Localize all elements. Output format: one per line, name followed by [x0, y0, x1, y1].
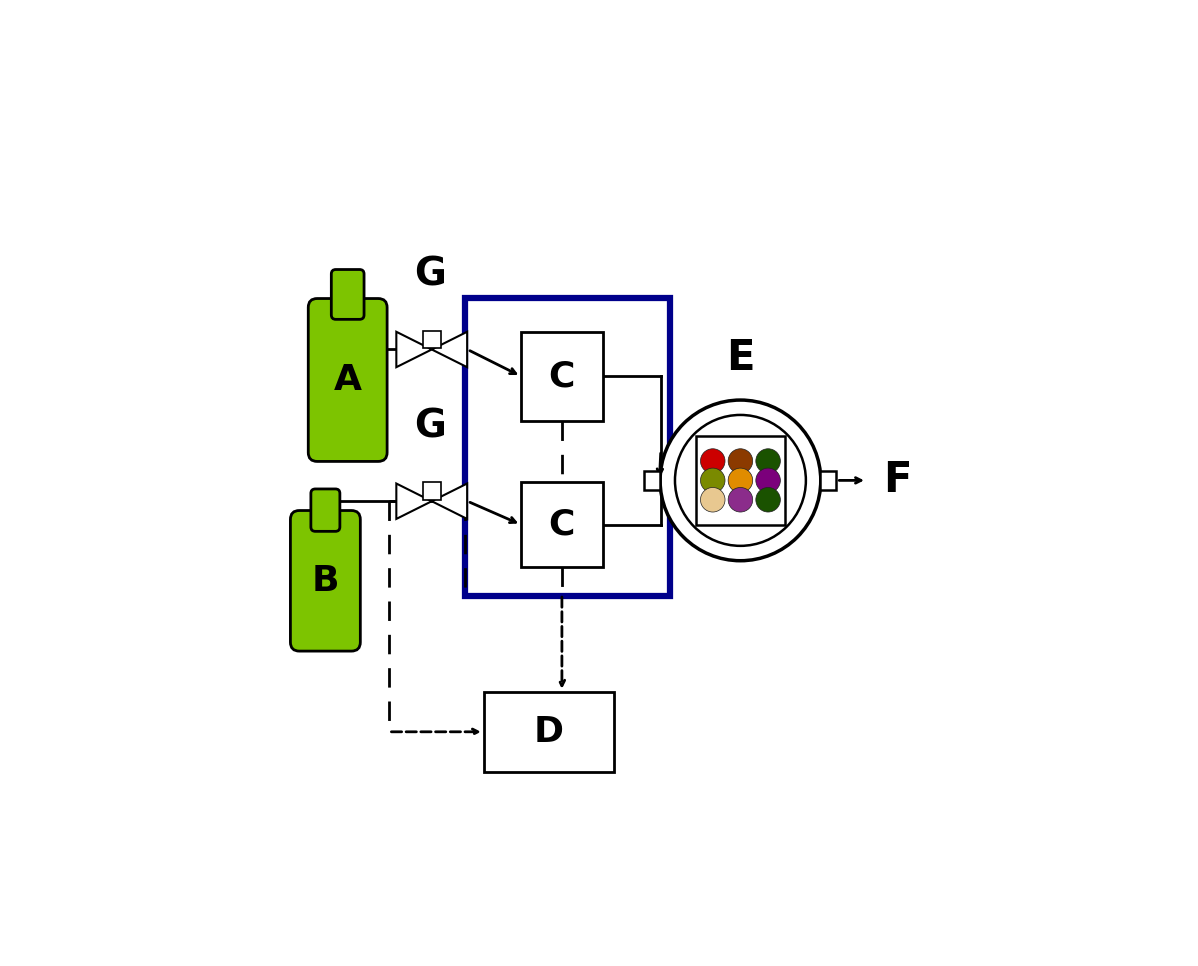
- Circle shape: [701, 449, 725, 473]
- Bar: [521, 331, 603, 421]
- Text: C: C: [549, 359, 575, 393]
- Circle shape: [728, 449, 752, 473]
- Text: B: B: [311, 564, 339, 598]
- Circle shape: [674, 415, 806, 546]
- Bar: [643, 470, 660, 490]
- FancyBboxPatch shape: [332, 270, 364, 320]
- Polygon shape: [431, 331, 467, 367]
- Text: G: G: [415, 256, 446, 294]
- Text: G: G: [415, 408, 446, 445]
- Circle shape: [701, 469, 725, 493]
- Bar: [423, 482, 441, 500]
- FancyBboxPatch shape: [290, 510, 361, 651]
- Text: E: E: [726, 337, 755, 380]
- Text: A: A: [334, 363, 362, 397]
- Circle shape: [701, 488, 725, 512]
- Bar: [484, 692, 613, 772]
- Bar: [819, 470, 836, 490]
- Circle shape: [756, 449, 780, 473]
- Circle shape: [756, 469, 780, 493]
- Circle shape: [728, 488, 752, 512]
- Polygon shape: [397, 331, 431, 367]
- FancyBboxPatch shape: [310, 489, 340, 531]
- Bar: [465, 298, 670, 596]
- Polygon shape: [431, 484, 467, 519]
- Circle shape: [756, 488, 780, 512]
- Bar: [696, 436, 785, 525]
- Circle shape: [728, 469, 752, 493]
- Bar: [423, 330, 441, 349]
- FancyBboxPatch shape: [308, 298, 387, 462]
- Text: F: F: [883, 460, 912, 501]
- Polygon shape: [397, 484, 431, 519]
- Bar: [521, 482, 603, 567]
- Text: C: C: [549, 508, 575, 542]
- Text: D: D: [534, 715, 564, 749]
- Circle shape: [660, 400, 821, 560]
